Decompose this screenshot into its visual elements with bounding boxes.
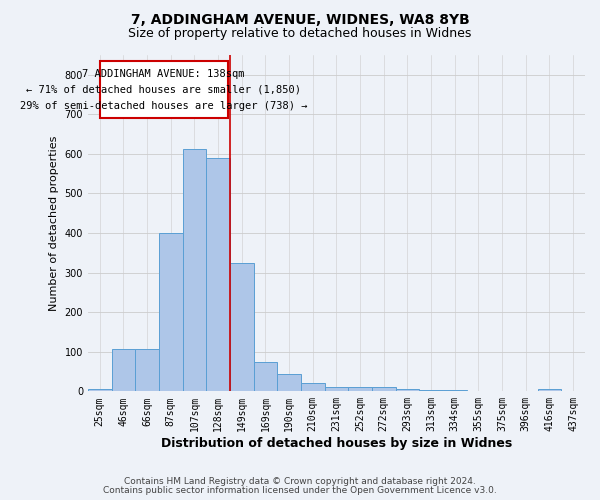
Bar: [419, 390, 443, 392]
Text: 7 ADDINGHAM AVENUE: 138sqm: 7 ADDINGHAM AVENUE: 138sqm: [82, 68, 245, 78]
Y-axis label: Number of detached properties: Number of detached properties: [49, 136, 59, 311]
Bar: [443, 390, 467, 392]
X-axis label: Distribution of detached houses by size in Widnes: Distribution of detached houses by size …: [161, 437, 512, 450]
Bar: [206, 158, 230, 392]
Bar: [159, 233, 182, 392]
Bar: [372, 387, 395, 392]
Bar: [325, 386, 348, 392]
Text: 29% of semi-detached houses are larger (738) →: 29% of semi-detached houses are larger (…: [20, 100, 307, 110]
Bar: [301, 384, 325, 392]
Bar: [112, 350, 135, 392]
Text: Contains HM Land Registry data © Crown copyright and database right 2024.: Contains HM Land Registry data © Crown c…: [124, 477, 476, 486]
Text: ← 71% of detached houses are smaller (1,850): ← 71% of detached houses are smaller (1,…: [26, 84, 301, 94]
Bar: [348, 387, 372, 392]
Text: 7, ADDINGHAM AVENUE, WIDNES, WA8 8YB: 7, ADDINGHAM AVENUE, WIDNES, WA8 8YB: [131, 12, 469, 26]
Bar: [135, 350, 159, 392]
Bar: [395, 390, 419, 392]
Bar: [182, 149, 206, 392]
Bar: [538, 388, 562, 392]
Bar: [277, 374, 301, 392]
Text: Contains public sector information licensed under the Open Government Licence v3: Contains public sector information licen…: [103, 486, 497, 495]
Bar: [230, 262, 254, 392]
Text: Size of property relative to detached houses in Widnes: Size of property relative to detached ho…: [128, 28, 472, 40]
FancyBboxPatch shape: [100, 61, 227, 118]
Bar: [88, 390, 112, 392]
Bar: [254, 362, 277, 392]
